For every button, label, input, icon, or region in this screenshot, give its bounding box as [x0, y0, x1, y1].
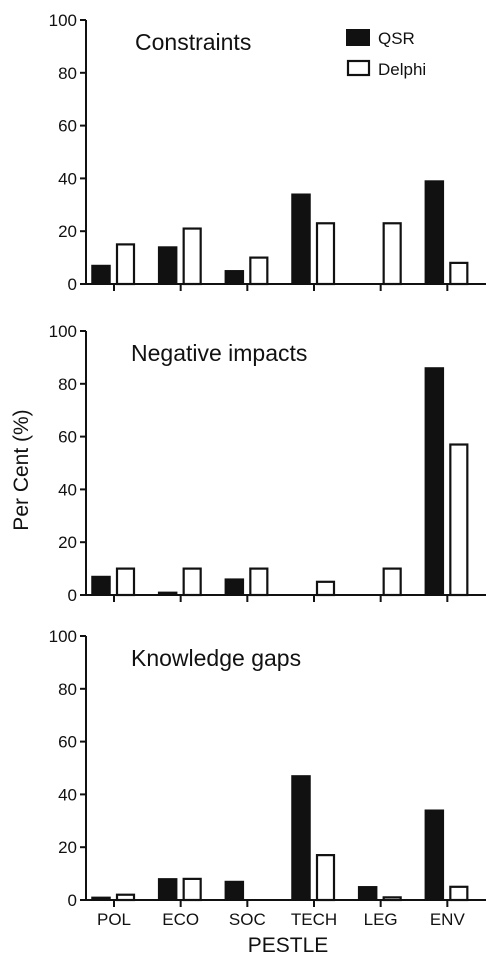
x-tick-label-soc: SOC: [229, 910, 266, 929]
y-tick-label: 0: [68, 891, 77, 910]
y-tick-label: 40: [58, 169, 77, 188]
bar-qsr-soc: [224, 880, 245, 901]
y-tick-label: 100: [49, 11, 77, 30]
y-axis-title: Per Cent (%): [10, 409, 33, 530]
bar-delphi-pol: [115, 893, 136, 902]
bar-delphi-eco: [182, 877, 202, 902]
y-tick-label: 80: [58, 680, 77, 699]
legend-label-qsr: QSR: [378, 29, 415, 48]
bar-delphi-soc: [249, 567, 269, 597]
bar-delphi-env: [449, 443, 469, 597]
chart-legend: QSR Delphi: [346, 29, 426, 79]
bar-qsr-pol: [91, 264, 111, 285]
y-tick-label: 80: [58, 64, 77, 83]
bar-qsr-env: [424, 180, 445, 285]
x-axis-title: PESTLE: [248, 934, 329, 957]
bar-qsr-tech: [291, 775, 311, 901]
y-tick-label: 100: [49, 627, 77, 646]
bar-delphi-env: [449, 885, 469, 902]
panel-title: Negative impacts: [131, 340, 307, 366]
y-tick-label: 60: [58, 428, 77, 447]
panel-title: Constraints: [135, 29, 251, 55]
y-tick-label: 80: [58, 375, 77, 394]
y-tick-label: 20: [58, 222, 77, 241]
legend-label-delphi: Delphi: [378, 60, 426, 79]
x-tick-label-pol: POL: [97, 910, 131, 929]
y-tick-label: 0: [68, 275, 77, 294]
x-tick-label-eco: ECO: [162, 910, 199, 929]
bar-delphi-tech: [315, 854, 336, 902]
bar-qsr-eco: [157, 878, 178, 901]
x-tick-label-tech: TECH: [291, 910, 337, 929]
x-tick-label-env: ENV: [430, 910, 466, 929]
bar-delphi-tech: [315, 222, 336, 286]
y-tick-label: 0: [68, 586, 77, 605]
bar-qsr-tech: [291, 193, 311, 285]
bar-delphi-env: [449, 261, 469, 286]
bar-qsr-pol: [91, 575, 111, 596]
x-tick-label-leg: LEG: [364, 910, 398, 929]
bar-qsr-pol: [91, 896, 111, 901]
legend-swatch-qsr: [346, 29, 370, 46]
bar-qsr-eco: [157, 246, 178, 285]
bar-qsr-soc: [224, 270, 245, 285]
bar-delphi-pol: [115, 567, 136, 597]
panel-title: Knowledge gaps: [131, 645, 301, 671]
y-tick-label: 60: [58, 733, 77, 752]
panel-2: Knowledge gaps 0 20 40 60 80 100 POL ECO SOC TECH L…: [49, 627, 486, 929]
bar-qsr-eco: [157, 591, 178, 596]
y-tick-label: 40: [58, 480, 77, 499]
bar-delphi-leg: [382, 896, 402, 902]
bar-delphi-soc: [249, 256, 269, 286]
y-tick-label: 100: [49, 322, 77, 341]
bar-qsr-env: [424, 809, 445, 901]
bar-delphi-leg: [382, 567, 402, 597]
bar-delphi-tech: [315, 580, 336, 597]
bar-qsr-soc: [224, 578, 245, 596]
y-tick-label: 20: [58, 533, 77, 552]
bar-qsr-env: [424, 367, 445, 596]
y-tick-label: 60: [58, 117, 77, 136]
panel-1: Negative impacts 0 20 40 60 80 100: [49, 322, 486, 605]
y-tick-label: 20: [58, 838, 77, 857]
bar-delphi-eco: [182, 567, 202, 597]
y-tick-label: 40: [58, 785, 77, 804]
legend-swatch-delphi: [346, 59, 371, 77]
bar-qsr-leg: [357, 886, 378, 901]
panel-0: Constraints 0 20 40 60 80 100: [49, 11, 486, 294]
bar-delphi-pol: [115, 243, 136, 286]
bar-delphi-leg: [382, 222, 402, 286]
bar-delphi-eco: [182, 227, 202, 286]
